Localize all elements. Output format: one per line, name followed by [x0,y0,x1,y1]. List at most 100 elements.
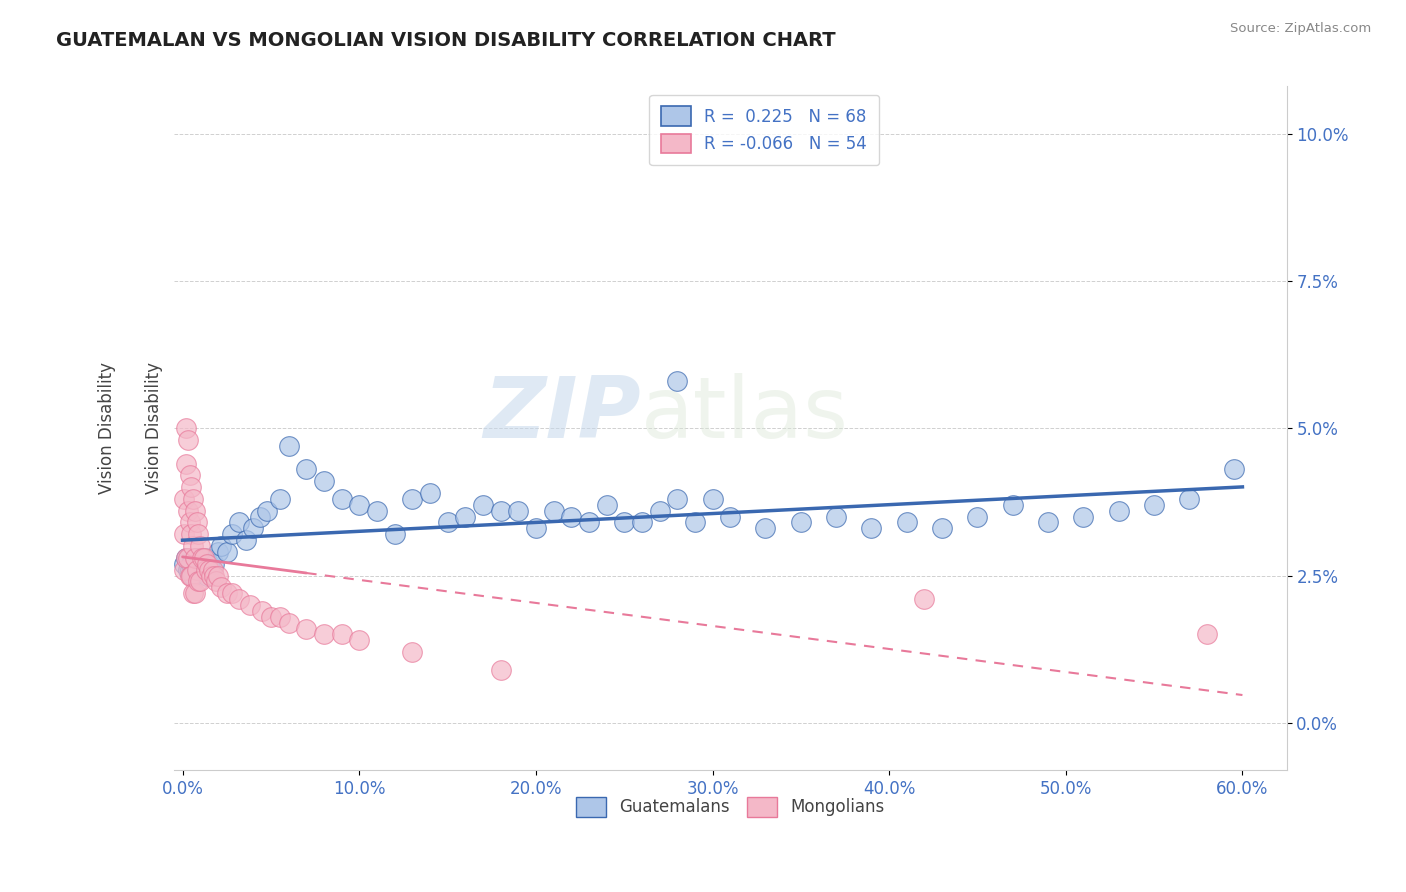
Point [179,468,201,483]
Point [184,550,207,565]
Point [931,521,953,535]
Point [1197,627,1219,641]
Point [269,609,291,624]
Point [666,374,689,388]
Text: ZIP: ZIP [484,373,641,456]
Point [221,527,243,541]
Point [221,586,243,600]
Point [194,563,217,577]
Point [560,509,582,524]
Point [191,550,214,565]
Point [295,622,318,636]
Point [401,645,423,659]
Point [454,509,477,524]
Point [188,550,211,565]
Point [508,504,530,518]
Point [595,498,617,512]
Point [648,504,671,518]
Point [188,539,211,553]
Point [174,457,197,471]
Point [209,580,232,594]
Point [384,527,406,541]
Point [179,568,201,582]
Point [242,521,264,535]
Point [825,509,848,524]
Point [173,563,195,577]
Point [1001,498,1024,512]
Point [1222,462,1244,476]
Point [1143,498,1166,512]
Point [186,557,208,571]
Y-axis label: Vision Disability: Vision Disability [145,362,163,494]
Point [173,557,195,571]
Point [174,550,197,565]
Text: Vision Disability: Vision Disability [98,362,115,494]
Point [860,521,883,535]
Point [1178,491,1201,506]
Point [195,568,218,582]
Point [181,539,204,553]
Point [914,592,936,607]
Point [228,592,250,607]
Point [790,516,813,530]
Point [330,627,353,641]
Point [188,574,211,589]
Point [471,498,494,512]
Point [489,504,512,518]
Point [683,516,706,530]
Point [260,609,283,624]
Point [181,491,204,506]
Point [401,491,423,506]
Point [489,663,512,677]
Point [207,568,229,582]
Point [184,504,207,518]
Point [436,516,458,530]
Point [180,557,202,571]
Point [524,521,547,535]
Point [256,504,278,518]
Point [1036,516,1059,530]
Point [269,491,291,506]
Point [1073,509,1095,524]
Point [193,563,215,577]
Point [202,568,225,582]
Point [181,568,204,582]
Point [177,563,200,577]
Point [198,563,221,577]
Point [215,545,238,559]
Point [578,516,600,530]
Point [966,509,988,524]
Point [207,545,229,559]
Point [295,462,318,476]
Point [277,615,299,630]
Point [702,491,724,506]
Point [666,491,689,506]
Point [419,486,441,500]
Point [200,568,222,582]
Point [718,509,741,524]
Point [209,539,232,553]
Text: atlas: atlas [641,373,849,456]
Point [177,433,200,447]
Point [191,557,214,571]
Point [250,604,273,618]
Point [215,586,238,600]
Point [249,509,271,524]
Point [347,633,370,648]
Point [754,521,776,535]
Point [198,557,221,571]
Point [239,598,262,612]
Point [180,527,202,541]
Point [312,627,335,641]
Point [896,516,918,530]
Point [228,516,250,530]
Point [205,574,228,589]
Point [366,504,388,518]
Point [177,504,200,518]
Text: Source: ZipAtlas.com: Source: ZipAtlas.com [1230,22,1371,36]
Point [174,421,197,435]
Point [202,557,225,571]
Point [173,527,195,541]
Point [174,550,197,565]
Point [184,586,207,600]
